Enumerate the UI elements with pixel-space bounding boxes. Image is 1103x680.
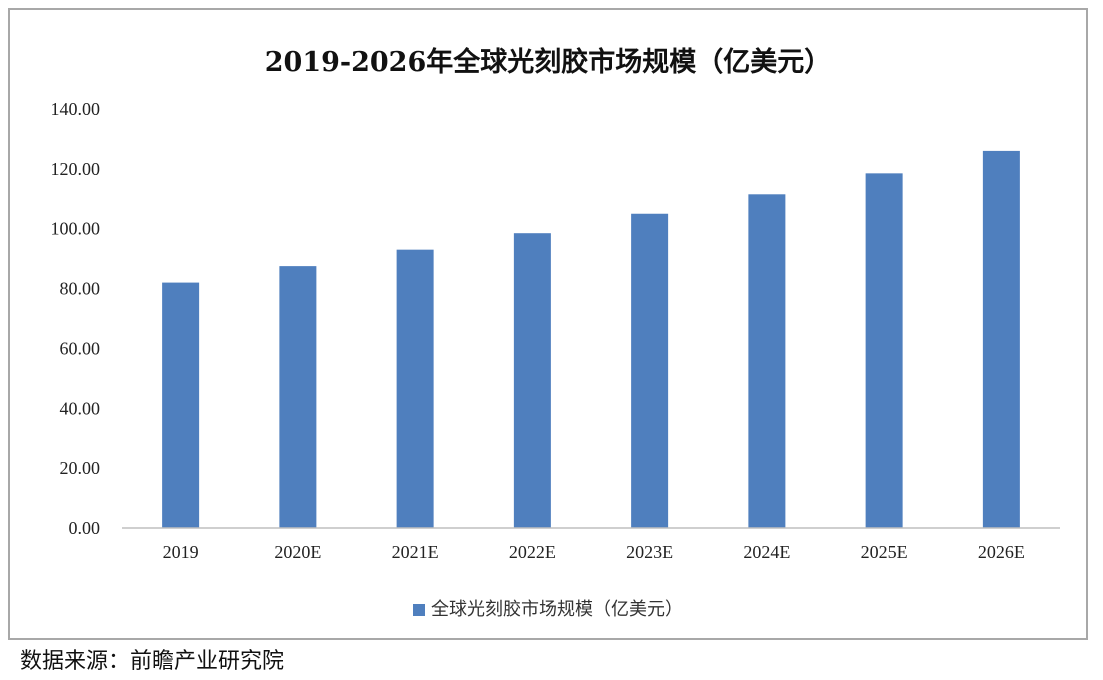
x-tick-label: 2019 [163, 542, 199, 562]
y-tick-label: 60.00 [60, 338, 101, 358]
chart-title: 2019-2026年全球光刻胶市场规模（亿美元） [264, 47, 832, 78]
x-tick-label: 2021E [392, 542, 439, 562]
bar [748, 194, 786, 528]
y-tick-label: 100.00 [51, 219, 101, 239]
y-tick-label: 20.00 [60, 458, 101, 478]
legend-swatch [413, 604, 425, 616]
x-tick-label: 2025E [861, 542, 908, 562]
bar [162, 282, 200, 528]
x-tick-label: 2026E [978, 542, 1025, 562]
x-tick-label: 2023E [626, 542, 673, 562]
bar-chart: 0.00 20.00 40.00 60.00 80.00 100.00 120.00 140.… [51, 99, 1060, 562]
legend: 全球光刻胶市场规模（亿美元） [10, 595, 1086, 621]
bar [279, 266, 317, 528]
y-tick-label: 120.00 [51, 159, 101, 179]
y-tick-label: 0.00 [69, 518, 101, 538]
x-tick-label: 2022E [509, 542, 556, 562]
bar [396, 249, 434, 528]
bar [982, 150, 1020, 528]
bar [865, 173, 903, 528]
x-tick-label: 2024E [743, 542, 790, 562]
x-tick-label: 2020E [274, 542, 321, 562]
y-tick-label: 40.00 [60, 398, 101, 418]
y-tick-label: 80.00 [60, 279, 101, 299]
chart-frame: 2019-2026年全球光刻胶市场规模（亿美元） 0.00 20.00 40.00 6… [8, 8, 1088, 640]
y-tick-label: 140.00 [51, 99, 101, 119]
bar [631, 213, 669, 528]
bar [513, 233, 551, 529]
legend-label: 全球光刻胶市场规模（亿美元） [431, 599, 683, 620]
source-note: 数据来源：前瞻产业研究院 [20, 649, 285, 674]
